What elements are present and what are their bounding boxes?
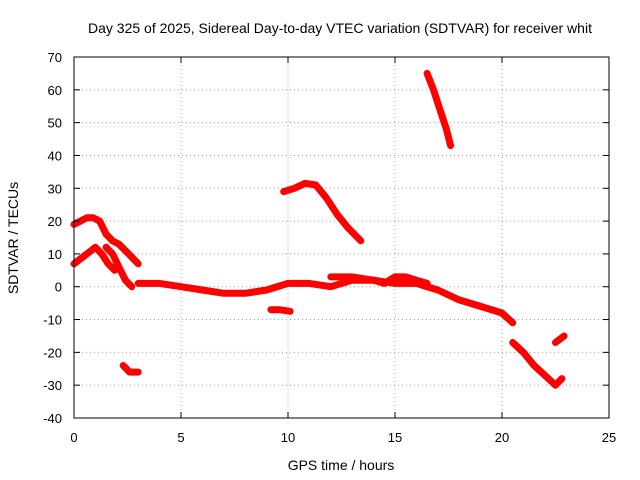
series-short-mid-low <box>267 306 294 315</box>
axis-ticks <box>73 56 610 419</box>
y-tick-label: 50 <box>48 116 62 131</box>
series-short-late-end <box>552 332 568 346</box>
series-baseline-long <box>134 276 517 327</box>
y-tick-label: 10 <box>48 247 62 262</box>
y-tick-label: -30 <box>43 378 62 393</box>
series-arc-mid-high <box>280 179 365 245</box>
series-arc-lower-early <box>70 243 119 274</box>
x-tick-label: 0 <box>70 430 77 445</box>
x-tick-label: 5 <box>177 430 184 445</box>
y-axis-title: SDTVAR / TECUs <box>5 182 21 294</box>
series-arc-mid-early <box>102 243 136 291</box>
y-tick-label: 40 <box>48 148 62 163</box>
y-tick-label: -10 <box>43 313 62 328</box>
y-tick-label: 70 <box>48 50 62 65</box>
axis-tick-labels: 0 5 10 15 20 25 -40 -30 -20 -10 0 10 20 30 40 50 60 70 <box>43 50 616 445</box>
series-short-early-low <box>119 362 142 376</box>
x-tick-label: 15 <box>388 430 402 445</box>
chart-title: Day 325 of 2025, Sidereal Day-to-day VTE… <box>88 20 592 36</box>
series-arc-upper-early <box>70 214 142 268</box>
y-tick-label: 30 <box>48 181 62 196</box>
x-axis-title: GPS time / hours <box>288 457 395 473</box>
y-tick-label: 0 <box>55 280 62 295</box>
x-tick-label: 25 <box>602 430 616 445</box>
series-arc-steep-high <box>423 69 455 150</box>
y-tick-label: -40 <box>43 411 62 426</box>
plot-frame <box>73 56 610 419</box>
y-tick-label: 60 <box>48 83 62 98</box>
x-tick-label: 10 <box>281 430 295 445</box>
grid <box>74 57 609 418</box>
series-baseline-second <box>327 273 431 287</box>
series-arc-late-descent <box>509 339 566 389</box>
y-tick-label: 20 <box>48 214 62 229</box>
x-tick-label: 20 <box>495 430 509 445</box>
y-tick-label: -20 <box>43 345 62 360</box>
series-layer <box>70 69 568 389</box>
